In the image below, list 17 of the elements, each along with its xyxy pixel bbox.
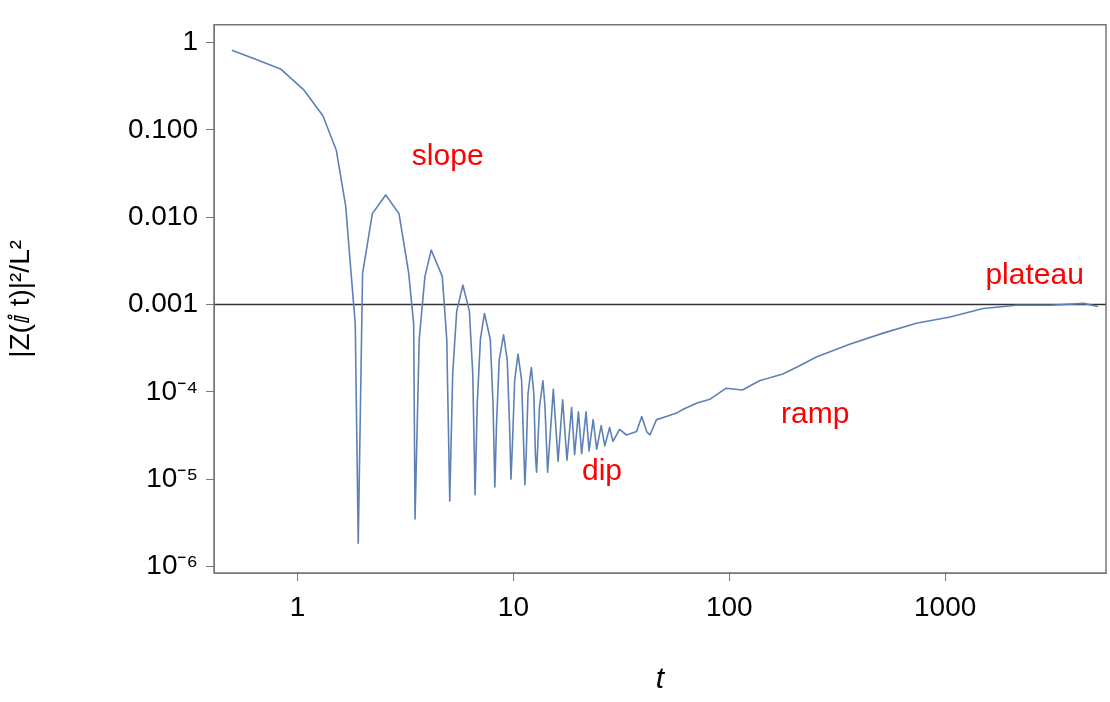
y-tick-label: 10⁻⁵ xyxy=(146,461,198,493)
y-axis-title: |Z(ⅈ t)|²/L² xyxy=(3,239,35,358)
x-tick-label: 10 xyxy=(497,590,530,622)
x-tick-label: 1000 xyxy=(914,590,977,622)
y-tick-label: 0.100 xyxy=(127,112,198,144)
y-tick-label: 0.010 xyxy=(127,199,198,231)
y-tick-label: 10⁻⁴ xyxy=(145,374,198,406)
y-tick-label: 10⁻⁶ xyxy=(146,549,198,581)
annotation: ramp xyxy=(781,396,850,430)
x-axis-title: t xyxy=(655,661,666,695)
x-tick-label: 100 xyxy=(705,590,753,622)
y-tick-label: 1 xyxy=(182,25,198,57)
annotation: slope xyxy=(411,137,484,171)
y-tick-label: 0.001 xyxy=(127,287,198,319)
annotation: dip xyxy=(582,453,623,487)
x-tick-label: 1 xyxy=(289,590,306,622)
annotation: plateau xyxy=(985,257,1084,291)
